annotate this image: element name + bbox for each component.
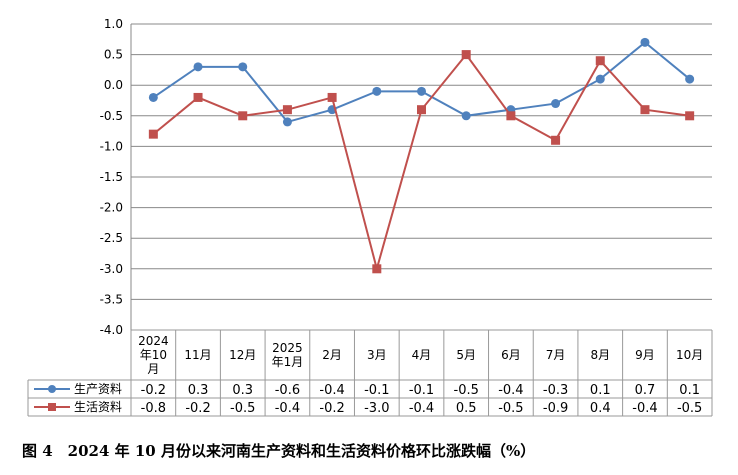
y-tick-label: -4.0 <box>100 323 123 337</box>
data-point <box>461 50 471 60</box>
data-point <box>372 264 382 274</box>
data-table-cell: -0.5 <box>454 383 479 398</box>
data-table-cell: -0.5 <box>677 401 702 416</box>
data-point <box>640 37 650 47</box>
data-table-cell: -0.6 <box>275 383 300 398</box>
data-table-cell: 0.3 <box>188 383 209 398</box>
data-table-cell: -0.8 <box>141 401 166 416</box>
data-table-cell: -0.9 <box>543 401 568 416</box>
chart-caption: 图 4 2024 年 10 月份以来河南生产资料和生活资料价格环比涨跌幅（%） <box>22 442 536 460</box>
y-tick-label: -1.0 <box>100 139 123 153</box>
x-category-label: 9月 <box>635 348 655 362</box>
data-table-cell: 0.1 <box>679 383 700 398</box>
data-table-cell: -3.0 <box>364 401 389 416</box>
data-table-cell: -0.4 <box>275 401 300 416</box>
data-point <box>238 111 248 121</box>
data-point <box>372 86 382 96</box>
data-point <box>282 105 292 115</box>
x-category-label: 2月 <box>322 348 342 362</box>
x-category-label: 10月 <box>676 348 703 362</box>
data-point <box>238 62 248 72</box>
data-table-cell: -0.5 <box>498 401 523 416</box>
data-table-cell: -0.4 <box>319 383 344 398</box>
x-category-label: 7月 <box>546 348 566 362</box>
y-tick-label: -2.5 <box>100 231 123 245</box>
data-table-cell: 0.3 <box>232 383 253 398</box>
data-point <box>282 117 292 127</box>
data-point <box>595 56 605 66</box>
line-chart: 1.0 0.5 0.0 -0.5 -1.0 -1.5 -2.0 -2.5 -3.0 -3.5 -4.… <box>27 17 713 417</box>
x-category-label: 年10 <box>140 348 167 362</box>
series-line-1 <box>152 52 690 273</box>
y-tick-label: -0.5 <box>100 109 123 123</box>
x-category-label: 3月 <box>367 348 387 362</box>
x-category-label: 月 <box>147 362 159 376</box>
y-tick-label: 1.0 <box>104 17 123 31</box>
x-category-label: 年1月 <box>272 355 304 369</box>
x-category-label: 12月 <box>229 348 256 362</box>
legend-label: 生活资料 <box>74 400 122 414</box>
data-table-cell: -0.4 <box>409 401 434 416</box>
data-point <box>193 62 203 72</box>
x-category-label: 6月 <box>501 348 521 362</box>
x-category-label: 5月 <box>456 348 476 362</box>
data-point <box>685 111 695 121</box>
data-point <box>640 105 650 115</box>
x-category-label: 4月 <box>412 348 432 362</box>
data-table-cell: -0.3 <box>543 383 568 398</box>
data-table-cell: -0.2 <box>319 401 344 416</box>
data-point <box>417 86 426 96</box>
data-point <box>551 135 561 145</box>
y-tick-label: -3.5 <box>100 292 123 306</box>
x-category-label: 8月 <box>590 348 610 362</box>
legend-marker-circle <box>48 385 56 393</box>
data-table-cell: 0.5 <box>456 401 477 416</box>
x-category-label: 2025 <box>272 341 303 355</box>
data-table-cell: 0.7 <box>635 383 656 398</box>
data-point <box>327 92 337 102</box>
x-category-label: 2024 <box>138 334 169 348</box>
legend-marker-square <box>48 403 56 411</box>
data-table-cell: -0.1 <box>364 383 389 398</box>
y-tick-label: 0.0 <box>104 78 123 92</box>
data-table-cell: -0.4 <box>632 401 657 416</box>
data-table-cell: 0.1 <box>590 383 611 398</box>
y-tick-label: -3.0 <box>100 262 123 276</box>
data-table-cell: -0.2 <box>141 383 166 398</box>
y-tick-label: -1.5 <box>100 170 123 184</box>
data-point <box>148 92 158 102</box>
data-table-cell: -0.1 <box>409 383 434 398</box>
data-table-cell: 0.4 <box>590 401 611 416</box>
x-category-label: 11月 <box>184 348 211 362</box>
y-tick-label: -2.0 <box>100 201 123 215</box>
data-point <box>193 92 203 102</box>
data-table-cell: -0.2 <box>185 401 210 416</box>
data-point <box>595 74 605 84</box>
data-point <box>417 105 426 115</box>
y-tick-label: 0.5 <box>104 48 123 62</box>
data-point <box>551 99 561 109</box>
data-table-cell: -0.4 <box>498 383 523 398</box>
data-point <box>506 111 516 121</box>
data-point <box>685 74 695 84</box>
data-point <box>461 111 471 121</box>
data-table-cell: -0.5 <box>230 401 255 416</box>
data-point <box>148 129 158 139</box>
legend-label: 生产资料 <box>74 382 122 396</box>
